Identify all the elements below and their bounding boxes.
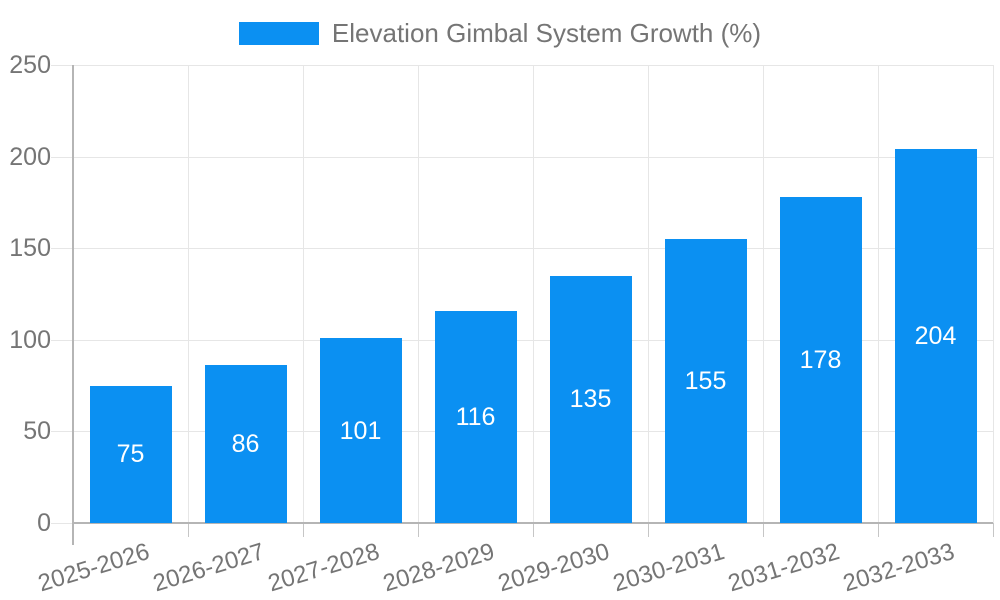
x-grid-line	[188, 65, 189, 523]
y-tick-label: 100	[9, 326, 51, 354]
bar-value-label: 86	[231, 430, 260, 459]
x-axis-tick	[533, 523, 534, 537]
x-tick-label: 2025-2026	[34, 538, 153, 598]
x-axis-tick	[993, 523, 994, 537]
x-axis-tick	[763, 523, 764, 537]
x-axis-tick	[418, 523, 419, 537]
x-grid-line	[763, 65, 764, 523]
y-tick-label: 50	[23, 417, 51, 445]
y-grid-line	[51, 431, 993, 432]
x-tick-label: 2029-2030	[494, 538, 613, 598]
x-tick-label: 2032-2033	[839, 538, 958, 598]
y-grid-line	[51, 340, 993, 341]
x-axis-line	[73, 522, 993, 524]
x-grid-line	[533, 65, 534, 523]
x-grid-line	[878, 65, 879, 523]
x-axis-tick	[878, 523, 879, 537]
y-grid-line	[51, 65, 993, 66]
legend[interactable]: Elevation Gimbal System Growth (%)	[0, 18, 1000, 49]
x-axis-tick	[648, 523, 649, 537]
x-tick-label: 2027-2028	[264, 538, 383, 598]
bar[interactable]	[894, 149, 977, 523]
bar[interactable]	[89, 385, 172, 523]
bar[interactable]	[664, 239, 747, 523]
bar-value-label: 204	[914, 322, 957, 351]
x-grid-line	[993, 65, 994, 523]
bar-value-label: 75	[116, 440, 145, 469]
x-tick-label: 2031-2032	[724, 538, 843, 598]
y-tick-label: 250	[9, 51, 51, 79]
bar-value-label: 155	[684, 367, 727, 395]
bar[interactable]	[779, 196, 862, 523]
x-grid-line	[418, 65, 419, 523]
y-axis-line	[72, 65, 74, 545]
bar[interactable]	[319, 338, 402, 523]
y-tick-label: 150	[9, 234, 51, 262]
x-axis-tick	[188, 523, 189, 537]
y-grid-line	[51, 157, 993, 158]
bar-value-label: 178	[799, 346, 842, 374]
y-tick-label: 200	[9, 143, 51, 171]
y-tick-label: 0	[37, 509, 51, 537]
bar-value-label: 116	[455, 402, 496, 431]
legend-label: Elevation Gimbal System Growth (%)	[331, 18, 762, 48]
bar[interactable]	[434, 310, 517, 523]
bar-value-label: 135	[569, 385, 612, 414]
bar[interactable]	[549, 275, 632, 523]
y-grid-line	[51, 523, 73, 524]
bar-value-label: 101	[339, 416, 382, 445]
x-tick-label: 2028-2029	[379, 538, 498, 598]
y-grid-line	[51, 248, 993, 249]
x-grid-line	[303, 65, 304, 523]
x-grid-line	[648, 65, 649, 523]
x-tick-label: 2026-2027	[149, 538, 268, 598]
legend-swatch	[238, 22, 319, 45]
x-axis-tick	[303, 523, 304, 537]
bar[interactable]	[204, 365, 287, 523]
x-tick-label: 2030-2031	[609, 538, 728, 598]
